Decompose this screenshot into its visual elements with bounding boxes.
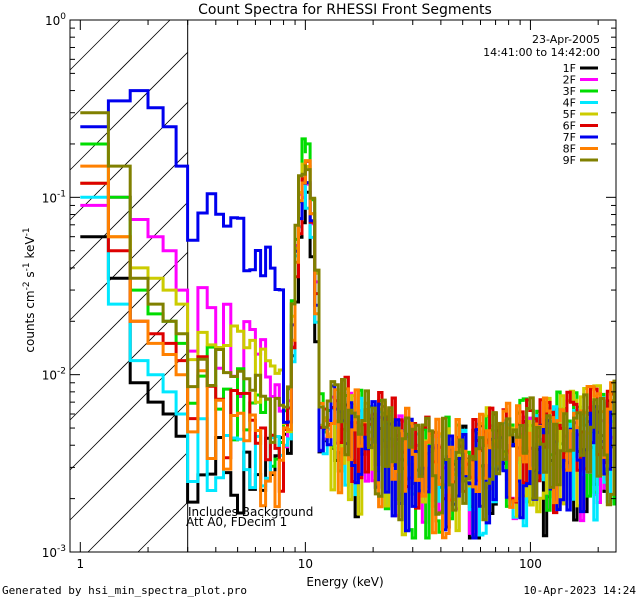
x-tick-label: 10 xyxy=(298,557,313,571)
hatch-line xyxy=(69,52,188,171)
y-tick-label: 100 xyxy=(45,12,66,28)
chart-title: Count Spectra for RHESSI Front Segments xyxy=(198,2,492,18)
x-tick-label: 100 xyxy=(519,557,542,571)
legend-label-9F: 9F xyxy=(563,154,576,167)
series-group xyxy=(80,89,616,540)
legend-label-6F: 6F xyxy=(563,120,576,133)
y-tick-base: 10 xyxy=(45,14,60,28)
time-range-label: 14:41:00 to 14:42:00 xyxy=(483,46,600,59)
hatch-line xyxy=(69,19,121,71)
annotation-attenuator: Att A0, FDecim 1 xyxy=(186,515,287,529)
date-label: 23-Apr-2005 xyxy=(532,33,600,46)
y-tick-label: 10-3 xyxy=(42,544,66,560)
legend-label-7F: 7F xyxy=(563,131,576,144)
legend-label-3F: 3F xyxy=(563,85,576,98)
legend-label-5F: 5F xyxy=(563,108,576,121)
y-tick-label: 10-1 xyxy=(42,189,66,205)
legend-label-2F: 2F xyxy=(563,74,576,87)
y-tick-base: 10 xyxy=(42,546,57,560)
y-label-part: counts cm xyxy=(23,290,37,352)
y-tick-exp: -3 xyxy=(57,544,66,554)
x-axis-label: Energy (keV) xyxy=(306,575,383,589)
footer-generated-by: Generated by hsi_min_spectra_plot.pro xyxy=(2,584,248,597)
y-tick-exp: -2 xyxy=(57,367,66,377)
y-tick-exp: -1 xyxy=(57,189,66,199)
y-label-exp: -2 xyxy=(22,281,32,290)
legend-label-8F: 8F xyxy=(563,143,576,156)
y-label-exp: -1 xyxy=(22,227,32,236)
legend-label-4F: 4F xyxy=(563,97,576,110)
series-9F xyxy=(80,111,616,522)
y-tick-exp: 0 xyxy=(60,12,66,22)
y-tick-base: 10 xyxy=(42,191,57,205)
y-label-part: s xyxy=(23,271,37,281)
y-label-exp: -1 xyxy=(22,262,32,271)
hatch-line xyxy=(69,102,188,221)
legend-label-1F: 1F xyxy=(563,62,576,75)
hatch-line xyxy=(87,452,188,553)
y-tick-base: 10 xyxy=(42,369,57,383)
annotation-background: Includes Background xyxy=(188,505,313,519)
y-label-part: keV xyxy=(23,236,37,263)
hatch-line xyxy=(69,19,171,121)
y-tick-label: 10-2 xyxy=(42,367,66,383)
hatch-line xyxy=(69,402,188,521)
y-axis-label: counts cm-2 s-1 keV-1 xyxy=(22,227,37,352)
plot-frame xyxy=(69,19,617,553)
hatch-line xyxy=(69,352,188,471)
footer-timestamp: 10-Apr-2023 14:24 xyxy=(523,584,636,597)
x-tick-label: 1 xyxy=(76,557,84,571)
hatch-line xyxy=(137,502,188,553)
